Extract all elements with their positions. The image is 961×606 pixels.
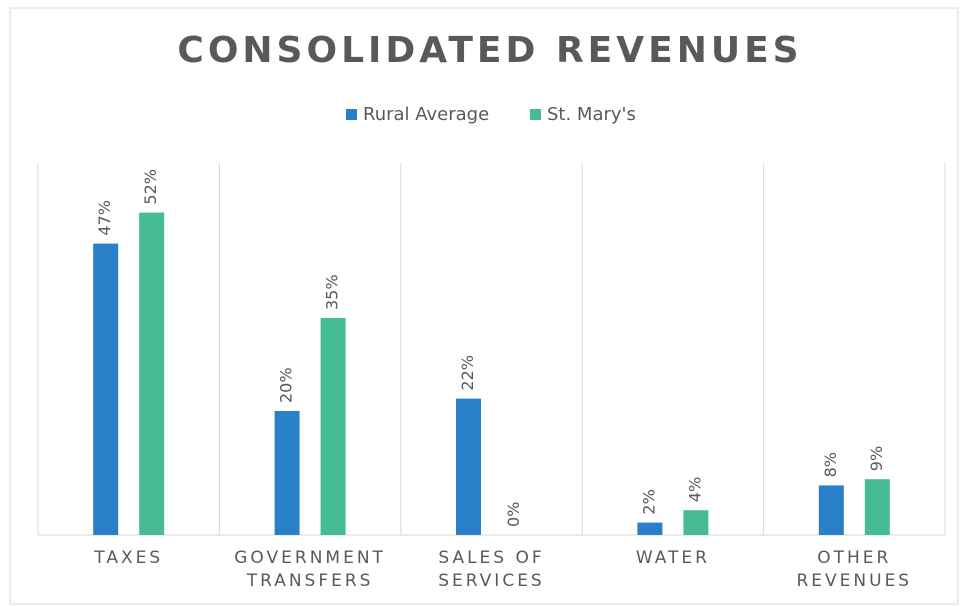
x-tick-label: SALES OF SERVICES xyxy=(438,548,545,591)
bar xyxy=(818,485,844,535)
data-label: 9% xyxy=(867,446,886,471)
bar xyxy=(139,212,165,535)
legend-swatch xyxy=(346,109,357,120)
bar xyxy=(274,411,300,535)
legend-label: St. Mary's xyxy=(547,104,636,125)
legend-label: Rural Average xyxy=(363,104,489,125)
data-label: 0% xyxy=(504,502,523,527)
bar xyxy=(93,243,119,535)
data-label: 2% xyxy=(639,489,658,514)
x-tick-label: OTHER REVENUES xyxy=(796,548,913,591)
chart-title: CONSOLIDATED REVENUES xyxy=(177,30,802,71)
data-label: 52% xyxy=(141,169,160,205)
data-label: 22% xyxy=(458,355,477,391)
bar xyxy=(683,510,709,535)
data-label: 35% xyxy=(323,274,342,310)
data-label: 4% xyxy=(685,477,704,502)
bar xyxy=(637,522,663,535)
data-label: 20% xyxy=(277,367,296,403)
bar xyxy=(456,398,481,535)
x-tick-label: GOVERNMENT TRANSFERS xyxy=(234,548,386,591)
x-tick-label: TAXES xyxy=(94,548,164,568)
chart-border xyxy=(9,7,959,605)
data-label: 47% xyxy=(95,200,114,236)
bar xyxy=(320,318,346,535)
x-tick-label: WATER xyxy=(635,548,710,568)
bar xyxy=(864,479,890,535)
legend-swatch xyxy=(530,109,541,120)
data-label: 8% xyxy=(821,452,840,477)
